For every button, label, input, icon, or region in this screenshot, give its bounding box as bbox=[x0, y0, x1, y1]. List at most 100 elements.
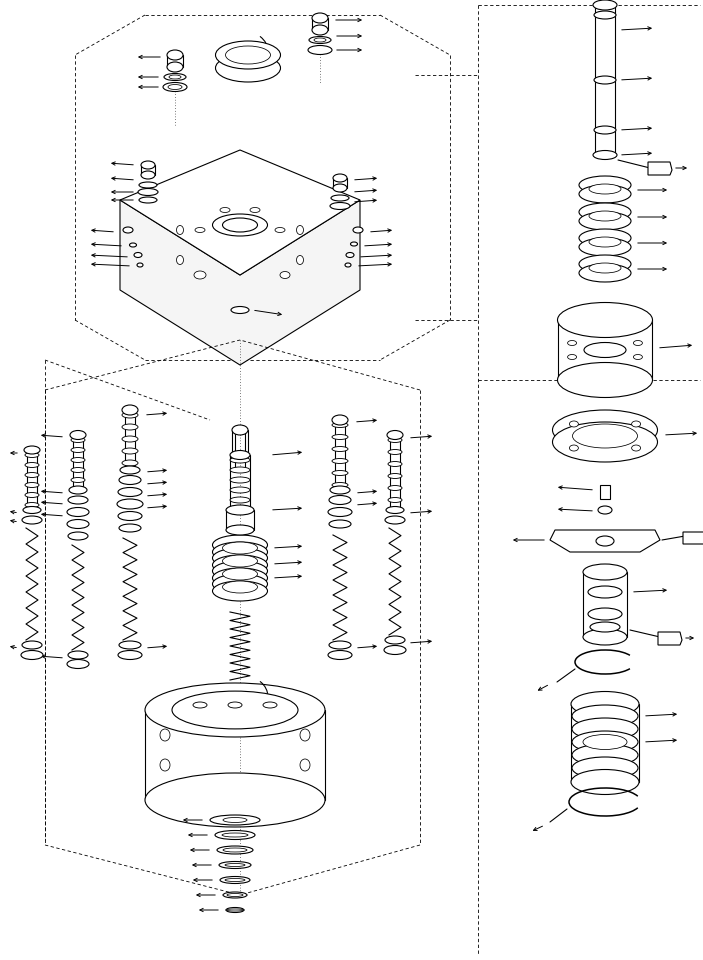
Ellipse shape bbox=[351, 242, 358, 246]
Ellipse shape bbox=[633, 354, 643, 359]
Polygon shape bbox=[550, 530, 660, 552]
Ellipse shape bbox=[557, 363, 652, 397]
Ellipse shape bbox=[332, 435, 348, 440]
Ellipse shape bbox=[589, 263, 621, 273]
Ellipse shape bbox=[388, 438, 402, 443]
Ellipse shape bbox=[223, 555, 257, 567]
Ellipse shape bbox=[163, 83, 187, 91]
Ellipse shape bbox=[583, 734, 627, 750]
Ellipse shape bbox=[312, 13, 328, 23]
Ellipse shape bbox=[22, 641, 42, 649]
Ellipse shape bbox=[176, 255, 183, 265]
Ellipse shape bbox=[222, 833, 248, 837]
Ellipse shape bbox=[71, 447, 85, 452]
Ellipse shape bbox=[579, 212, 631, 230]
Ellipse shape bbox=[569, 421, 579, 427]
Ellipse shape bbox=[589, 237, 621, 247]
Ellipse shape bbox=[388, 486, 402, 491]
Ellipse shape bbox=[275, 228, 285, 232]
Ellipse shape bbox=[631, 421, 640, 427]
Ellipse shape bbox=[579, 255, 631, 273]
Ellipse shape bbox=[329, 520, 351, 528]
Ellipse shape bbox=[25, 492, 39, 497]
Ellipse shape bbox=[631, 445, 640, 451]
Ellipse shape bbox=[71, 438, 85, 443]
Ellipse shape bbox=[345, 263, 351, 267]
Ellipse shape bbox=[119, 641, 141, 649]
Ellipse shape bbox=[583, 629, 627, 645]
Ellipse shape bbox=[386, 507, 404, 514]
Ellipse shape bbox=[226, 46, 271, 64]
Polygon shape bbox=[658, 632, 682, 645]
Ellipse shape bbox=[225, 878, 245, 881]
Ellipse shape bbox=[25, 483, 39, 488]
Ellipse shape bbox=[212, 555, 268, 575]
Ellipse shape bbox=[145, 773, 325, 827]
Ellipse shape bbox=[387, 430, 403, 440]
Bar bbox=[600, 485, 610, 499]
Ellipse shape bbox=[385, 516, 405, 524]
Ellipse shape bbox=[330, 203, 350, 209]
Ellipse shape bbox=[384, 645, 406, 655]
Ellipse shape bbox=[195, 228, 205, 232]
Ellipse shape bbox=[332, 483, 348, 488]
Ellipse shape bbox=[223, 581, 257, 593]
Ellipse shape bbox=[579, 264, 631, 282]
Ellipse shape bbox=[594, 126, 616, 134]
Ellipse shape bbox=[141, 171, 155, 179]
Ellipse shape bbox=[594, 11, 616, 19]
Ellipse shape bbox=[69, 486, 87, 494]
Ellipse shape bbox=[118, 651, 142, 660]
Ellipse shape bbox=[346, 252, 354, 257]
Ellipse shape bbox=[169, 75, 181, 79]
Ellipse shape bbox=[596, 536, 614, 546]
Ellipse shape bbox=[160, 729, 170, 741]
Ellipse shape bbox=[134, 252, 142, 257]
Ellipse shape bbox=[25, 452, 39, 458]
Ellipse shape bbox=[212, 581, 268, 601]
Ellipse shape bbox=[572, 744, 638, 766]
Ellipse shape bbox=[139, 197, 157, 203]
Ellipse shape bbox=[25, 463, 39, 468]
Ellipse shape bbox=[119, 475, 141, 485]
Ellipse shape bbox=[25, 502, 39, 508]
Ellipse shape bbox=[168, 84, 182, 89]
Ellipse shape bbox=[579, 238, 631, 256]
Ellipse shape bbox=[67, 660, 89, 668]
Ellipse shape bbox=[593, 151, 617, 159]
Ellipse shape bbox=[583, 564, 627, 580]
Ellipse shape bbox=[263, 702, 277, 708]
Ellipse shape bbox=[588, 586, 622, 598]
Ellipse shape bbox=[332, 459, 348, 464]
Ellipse shape bbox=[167, 50, 183, 60]
Ellipse shape bbox=[572, 757, 638, 779]
Ellipse shape bbox=[329, 495, 351, 505]
Ellipse shape bbox=[567, 354, 576, 359]
Ellipse shape bbox=[223, 568, 257, 580]
Ellipse shape bbox=[138, 188, 158, 196]
Ellipse shape bbox=[70, 430, 86, 440]
Ellipse shape bbox=[122, 436, 138, 442]
Ellipse shape bbox=[308, 45, 332, 55]
Ellipse shape bbox=[280, 272, 290, 278]
Ellipse shape bbox=[329, 641, 351, 649]
Ellipse shape bbox=[594, 76, 616, 84]
Ellipse shape bbox=[219, 861, 251, 869]
Ellipse shape bbox=[193, 702, 207, 708]
Ellipse shape bbox=[571, 770, 639, 795]
Ellipse shape bbox=[71, 477, 85, 483]
Ellipse shape bbox=[228, 702, 242, 708]
Ellipse shape bbox=[332, 415, 348, 425]
Polygon shape bbox=[648, 162, 672, 175]
Ellipse shape bbox=[230, 467, 250, 473]
Ellipse shape bbox=[231, 306, 249, 314]
Ellipse shape bbox=[553, 422, 657, 462]
Ellipse shape bbox=[225, 863, 245, 867]
Ellipse shape bbox=[68, 496, 88, 504]
Ellipse shape bbox=[300, 759, 310, 771]
Polygon shape bbox=[120, 150, 360, 275]
Ellipse shape bbox=[176, 226, 183, 234]
Ellipse shape bbox=[139, 182, 157, 188]
Ellipse shape bbox=[123, 227, 133, 233]
Ellipse shape bbox=[212, 548, 268, 568]
